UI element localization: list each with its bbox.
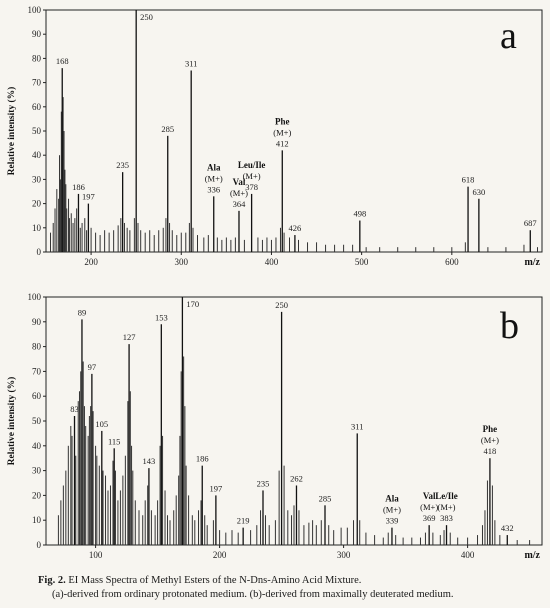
- panel-a-x-tick-label: 400: [265, 257, 279, 267]
- panel-a-x-tick-label: 500: [355, 257, 369, 267]
- panel-b-peak-label: 89: [78, 307, 87, 317]
- panel-a-peak-label: 498: [353, 209, 366, 219]
- panel-b-y-tick-label: 100: [28, 292, 42, 302]
- panel-a-peak-label: 285: [161, 124, 174, 134]
- panel-a-peak-label: 336: [207, 184, 220, 194]
- panel-b-x-tick-label: 400: [461, 550, 475, 560]
- panel-a-x-tick-label: 600: [445, 257, 459, 267]
- panel-b-y-tick-label: 70: [32, 366, 42, 376]
- panel-a-peak-label: 687: [524, 218, 537, 228]
- panel-a-peak-label: 618: [462, 175, 475, 185]
- panel-a-y-tick-label: 0: [37, 247, 42, 257]
- panel-b-peak-label: 311: [351, 421, 363, 431]
- panel-b-amino-acid-label: Ala: [385, 494, 399, 504]
- panel-a-ion-label: (M+): [205, 173, 223, 183]
- panel-a-y-tick-label: 60: [32, 102, 42, 112]
- panel-b-x-axis-title: m/z: [524, 550, 540, 561]
- panel-b-ion-label: (M+): [383, 505, 401, 515]
- panel-b-y-axis-title: Relative intensity (%): [6, 377, 17, 466]
- panel-a-y-tick-label: 70: [32, 78, 42, 88]
- panel-b-peak-label: 83: [70, 404, 79, 414]
- panel-a-y-tick-label: 80: [32, 53, 42, 63]
- panel-b-y-tick-label: 60: [32, 391, 42, 401]
- caption-title-line: Fig. 2. EI Mass Spectra of Methyl Esters…: [38, 574, 538, 588]
- panel-b-peak-label: 262: [290, 473, 303, 483]
- panel-b-peak-label: 235: [257, 478, 270, 488]
- panel-a-y-tick-label: 40: [32, 150, 42, 160]
- panel-a-peak-label: 426: [289, 223, 302, 233]
- panel-a-peak-label: 250: [140, 12, 153, 22]
- caption-subtitle: (a)-derived from ordinary protonated med…: [52, 589, 454, 600]
- panel-b-peak-label: 153: [155, 312, 168, 322]
- panel-b-peak-label: 339: [386, 516, 399, 526]
- panel-b-amino-acid-label: Le/Ile: [435, 491, 458, 501]
- panel-b-peak-label: 197: [210, 483, 223, 493]
- panel-a-x-axis-title: m/z: [524, 257, 540, 268]
- panel-b-peak-label: 250: [275, 300, 288, 310]
- panel-a-ion-label: (M+): [230, 188, 248, 198]
- panel-b-y-tick-label: 0: [37, 540, 42, 550]
- panel-b-ion-label: (M+): [481, 435, 499, 445]
- panel-a-amino-acid-label: Leu/Ile: [238, 160, 266, 170]
- panel-b-peak-label: 97: [88, 362, 97, 372]
- panel-b-amino-acid-label: Phe: [483, 424, 498, 434]
- panel-b-peak-label: 285: [319, 493, 332, 503]
- panel-a-peak-label: 364: [233, 199, 247, 209]
- panel-a-y-tick-label: 20: [32, 199, 42, 209]
- panel-a-peak-label: 197: [82, 192, 95, 202]
- panel-a-y-tick-label: 100: [28, 5, 42, 15]
- panel-b-peak-label: 105: [95, 419, 108, 429]
- panel-b-peak-label: 418: [484, 446, 497, 456]
- caption-title: EI Mass Spectra of Methyl Esters of the …: [68, 575, 362, 586]
- panel-a-y-axis-title: Relative intensity (%): [6, 87, 17, 176]
- panel-a-y-tick-label: 90: [32, 29, 42, 39]
- panel-b-panel-letter: b: [500, 305, 519, 347]
- panel-a-ion-label: (M+): [243, 171, 261, 181]
- panel-b-peak-label: 115: [108, 436, 120, 446]
- panel-b-peak-label: 170: [186, 299, 199, 309]
- panel-b-peak-label: 186: [196, 454, 209, 464]
- panel-b-y-tick-label: 40: [32, 441, 42, 451]
- figure-caption: Fig. 2. EI Mass Spectra of Methyl Esters…: [38, 574, 538, 602]
- panel-a-peak-label: 168: [56, 56, 69, 66]
- panel-b-peak-label: 127: [123, 332, 136, 342]
- panel-b-amino-acid-label: Val: [423, 491, 436, 501]
- panel-b-x-tick-label: 100: [89, 550, 103, 560]
- panel-a-x-tick-label: 300: [175, 257, 189, 267]
- panel-a-peak-label: 186: [72, 182, 85, 192]
- panel-a-peak-label: 378: [245, 182, 258, 192]
- panel-b-x-tick-label: 200: [213, 550, 227, 560]
- panel-b-peak-label: 432: [501, 523, 514, 533]
- panel-b-y-tick-label: 10: [32, 515, 42, 525]
- panel-b-y-tick-label: 50: [32, 416, 42, 426]
- panel-a-panel-letter: a: [500, 15, 517, 57]
- panel-a-amino-acid-label: Phe: [275, 116, 290, 126]
- panel-b-y-tick-label: 80: [32, 342, 42, 352]
- panel-b-y-tick-label: 30: [32, 466, 42, 476]
- panel-a-peak-label: 311: [185, 59, 197, 69]
- panel-b-y-tick-label: 20: [32, 490, 42, 500]
- panel-b-ion-label: (M+): [420, 502, 438, 512]
- panel-b-peak-label: 369: [423, 513, 436, 523]
- panel-a-y-tick-label: 50: [32, 126, 42, 136]
- panel-b-x-tick-label: 300: [337, 550, 351, 560]
- panel-b-peak-label: 383: [440, 513, 453, 523]
- panel-a-peak-label: 235: [116, 160, 129, 170]
- panel-a-peak-label: 412: [276, 138, 289, 148]
- caption-prefix: Fig. 2.: [38, 575, 66, 586]
- panel-b-ion-label: (M+): [438, 502, 456, 512]
- panel-b-y-tick-label: 90: [32, 317, 42, 327]
- panel-b-peak-label: 219: [237, 516, 250, 526]
- panel-a-peak-label: 630: [472, 187, 485, 197]
- panel-a-ion-label: (M+): [273, 127, 291, 137]
- panel-a-y-tick-label: 10: [32, 223, 42, 233]
- panel-a-y-tick-label: 30: [32, 174, 42, 184]
- panel-a-amino-acid-label: Ala: [207, 162, 221, 172]
- panel-a-amino-acid-label: Val: [233, 177, 246, 187]
- panel-a-x-tick-label: 200: [84, 257, 98, 267]
- panel-b-peak-label: 143: [143, 456, 156, 466]
